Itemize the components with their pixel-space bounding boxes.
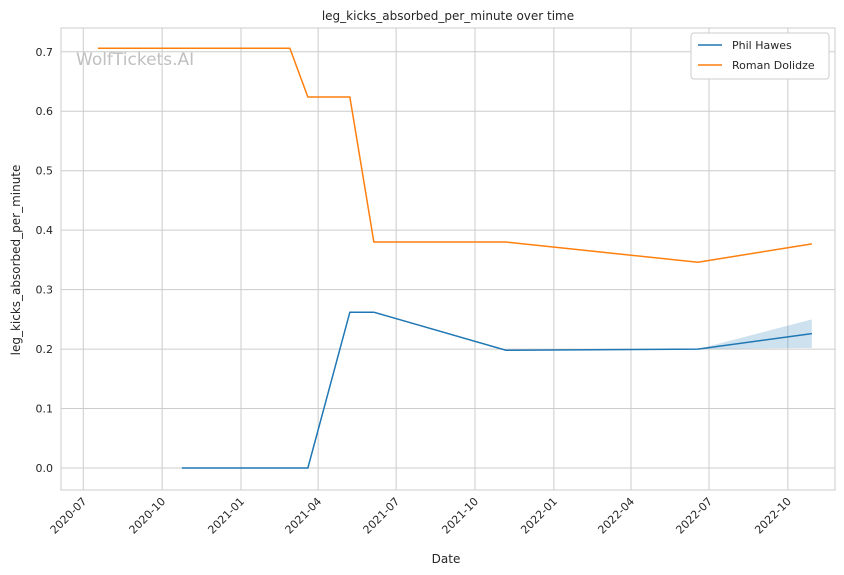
gridlines: [61, 28, 835, 490]
x-tick-label: 2021-01: [205, 495, 247, 537]
x-tick-label: 2021-04: [283, 495, 325, 537]
y-tick-label: 0.7: [36, 46, 54, 59]
y-tick-label: 0.0: [36, 462, 54, 475]
x-tick-label: 2022-01: [518, 495, 560, 537]
legend-label-phil-hawes: Phil Hawes: [732, 39, 792, 52]
y-tick-labels: 0.0 0.1 0.2 0.3 0.4 0.5 0.6 0.7: [36, 46, 54, 475]
plot-area: [60, 27, 836, 491]
x-tick-label: 2020-07: [48, 495, 90, 537]
series-lines: [97, 47, 812, 469]
x-tick-label: 2020-10: [127, 495, 169, 537]
series-line-roman-dolidze: [97, 47, 812, 264]
x-tick-label: 2022-10: [752, 495, 794, 537]
x-tick-label: 2021-07: [361, 495, 403, 537]
x-tick-label: 2022-04: [595, 495, 637, 537]
legend-label-roman-dolidze: Roman Dolidze: [732, 59, 815, 72]
confidence-band-phil-hawes: [697, 319, 812, 350]
y-tick-label: 0.1: [36, 403, 54, 416]
series-line-phil-hawes: [181, 311, 812, 469]
y-tick-label: 0.3: [36, 284, 54, 297]
x-tick-label: 2022-07: [673, 495, 715, 537]
y-axis-title: leg_kicks_absorbed_per_minute: [9, 165, 23, 356]
confidence-bands: [697, 319, 812, 350]
legend-box: [690, 32, 830, 80]
chart-title: leg_kicks_absorbed_per_minute over time: [322, 9, 574, 23]
y-tick-label: 0.4: [36, 224, 54, 237]
y-tick-label: 0.6: [36, 105, 54, 118]
x-axis-title: Date: [432, 552, 461, 566]
legend: Phil Hawes Roman Dolidze: [690, 32, 830, 80]
x-tick-label: 2021-10: [439, 495, 481, 537]
y-tick-label: 0.2: [36, 343, 54, 356]
x-tick-labels: 2020-07 2020-10 2021-01 2021-04 2021-07 2021-…: [48, 495, 794, 537]
y-tick-label: 0.5: [36, 165, 54, 178]
watermark: WolfTickets.AI: [76, 50, 194, 70]
